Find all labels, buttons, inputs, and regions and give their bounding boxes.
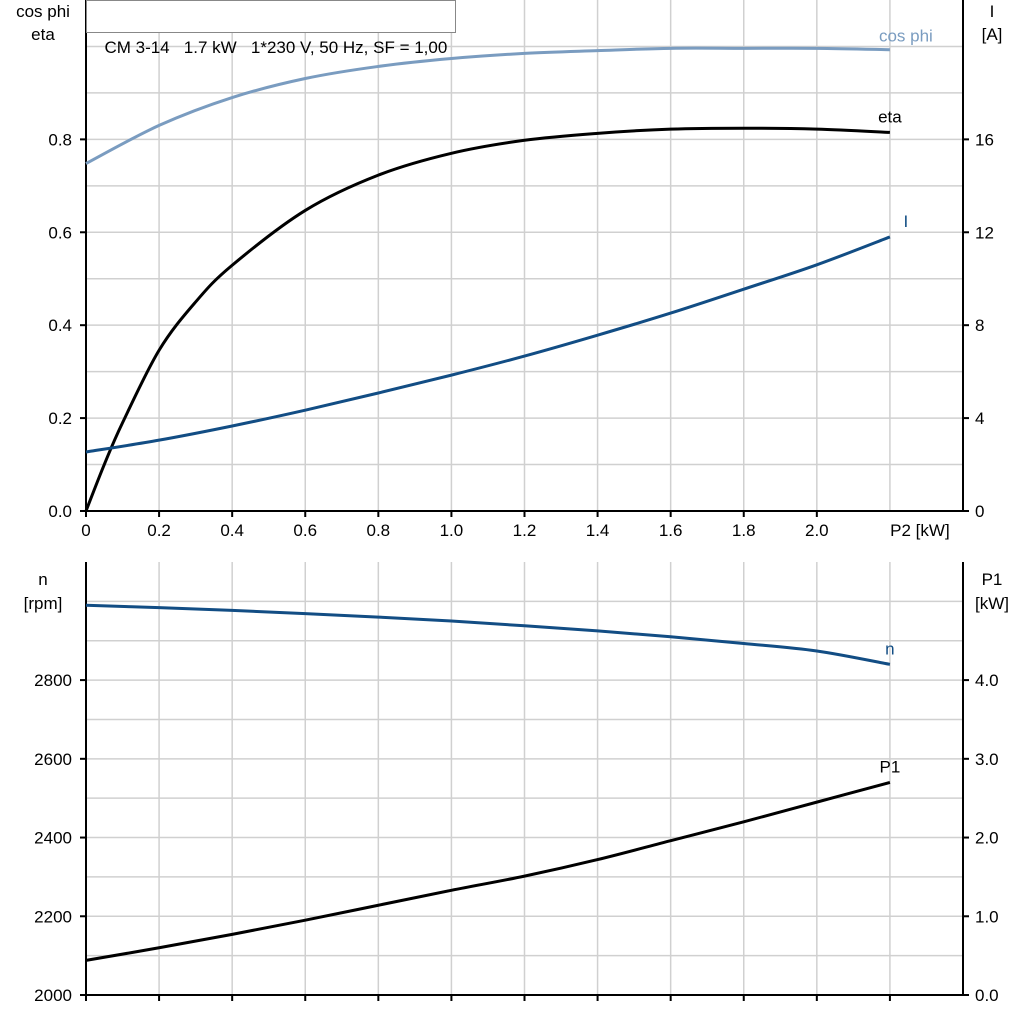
bottom-right-axis-title-1: P1: [982, 570, 1003, 589]
top-x-tick-label: 2.0: [805, 521, 829, 540]
series-cos-phi-label: cos phi: [879, 27, 933, 46]
top-right-tick-label: 12: [975, 223, 994, 242]
top-right-tick-label: 4: [975, 409, 984, 428]
bottom-right-tick-label: 1.0: [975, 907, 999, 926]
bottom-right-tick-label: 0.0: [975, 986, 999, 1005]
top-x-tick-label: 0.8: [367, 521, 391, 540]
top-x-tick-label: 1.8: [732, 521, 756, 540]
top-right-axis-title-2: [A]: [982, 25, 1003, 44]
series-eta-label: eta: [878, 107, 902, 126]
top-right-tick-label: 16: [975, 130, 994, 149]
top-x-tick-label: 1.4: [586, 521, 610, 540]
top-left-tick-label: 0.8: [48, 130, 72, 149]
bottom-right-tick-label: 4.0: [975, 671, 999, 690]
series-n-line: [85, 603, 891, 666]
top-left-tick-label: 0.2: [48, 409, 72, 428]
top-right-tick-label: 0: [975, 502, 984, 521]
series-i-label: I: [904, 212, 909, 231]
chart-title-box: CM 3-14 1.7 kW 1*230 V, 50 Hz, SF = 1,00: [86, 0, 457, 57]
top-x-axis-label: P2 [kW]: [890, 521, 950, 540]
bottom-left-tick-label: 2800: [34, 671, 72, 690]
bottom-left-tick-label: 2600: [34, 750, 72, 769]
series-cos-phi-line: [85, 46, 890, 165]
series-eta-line: [84, 126, 890, 512]
top-left-axis-title-2: eta: [31, 25, 55, 44]
top-left-tick-label: 0.0: [48, 502, 72, 521]
top-left-tick-label: 0.4: [48, 316, 72, 335]
bottom-left-tick-label: 2400: [34, 829, 72, 848]
top-x-tick-label: 0: [81, 521, 90, 540]
series-n-label: n: [885, 639, 894, 658]
bottom-right-tick-label: 2.0: [975, 829, 999, 848]
bottom-left-axis-title-2: [rpm]: [24, 594, 63, 613]
top-x-tick-label: 1.2: [513, 521, 537, 540]
top-right-tick-label: 8: [975, 316, 984, 335]
bottom-left-tick-label: 2200: [34, 907, 72, 926]
series-p1-label: P1: [880, 757, 901, 776]
bottom-right-tick-label: 3.0: [975, 750, 999, 769]
bottom-right-axis-title-2: [kW]: [975, 594, 1009, 613]
top-x-tick-label: 1.6: [659, 521, 683, 540]
top-left-tick-label: 0.6: [48, 223, 72, 242]
top-x-tick-label: 1.0: [440, 521, 464, 540]
bottom-left-tick-label: 2000: [34, 986, 72, 1005]
chart-title: CM 3-14 1.7 kW 1*230 V, 50 Hz, SF = 1,00: [104, 38, 448, 57]
series-p1-line: [85, 780, 891, 962]
series-i-line: [85, 235, 891, 454]
top-x-tick-label: 0.6: [293, 521, 317, 540]
top-right-axis-title-1: I: [990, 2, 995, 21]
top-left-axis-title-1: cos phi: [16, 2, 70, 21]
top-x-tick-label: 0.4: [220, 521, 244, 540]
bottom-left-axis-title-1: n: [38, 570, 47, 589]
top-x-tick-label: 0.2: [147, 521, 171, 540]
